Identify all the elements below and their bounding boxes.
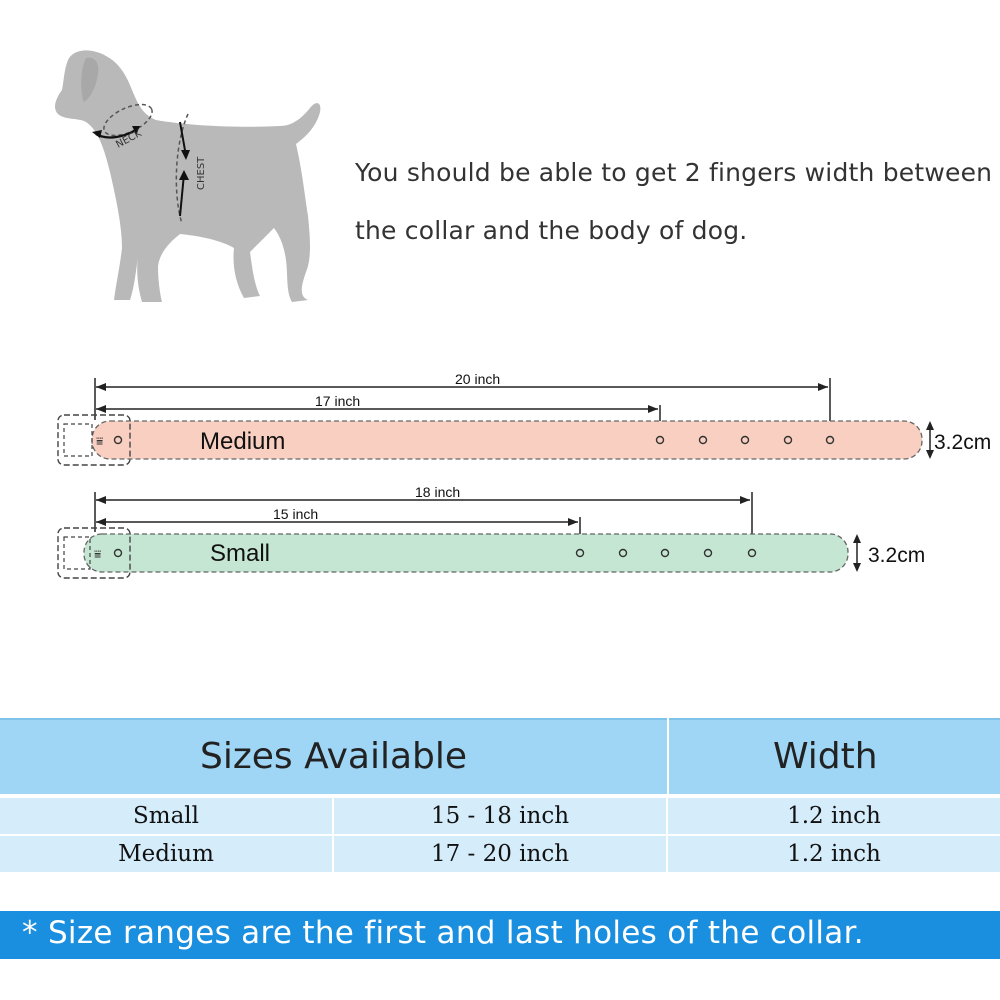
medium-width-arrowhead-top-icon: [926, 421, 934, 430]
collar-size-diagram: 20 inch 17 inch ⩸ Medium 3.2cm 18 inch: [57, 371, 991, 579]
medium-collar-hole: [783, 435, 793, 445]
small-width-label: 3.2cm: [868, 544, 925, 567]
neck-arrowhead-right-icon: [132, 126, 140, 134]
small-outer-arrowhead-right-icon: [740, 496, 750, 504]
table-row: Small 15 - 18 inch 1.2 inch: [0, 798, 1000, 834]
width-header: Width: [773, 736, 878, 777]
medium-inner-arrowhead-left-icon: [96, 405, 106, 413]
medium-collar: 20 inch 17 inch ⩸ Medium 3.2cm: [57, 371, 991, 466]
size-note-banner: * Size ranges are the first and last hol…: [0, 911, 1000, 959]
table-row: Medium 17 - 20 inch 1.2 inch: [0, 836, 1000, 872]
small-outer-length-label: 18 inch: [415, 484, 460, 500]
sizes-table: Sizes Available Width Small 15 - 18 inch…: [0, 718, 1000, 878]
small-inner-length-label: 15 inch: [273, 506, 318, 522]
small-width-arrowhead-top-icon: [853, 534, 861, 543]
dog-silhouette: [55, 50, 321, 302]
small-buckle: [57, 527, 131, 579]
medium-outer-length-label: 20 inch: [455, 371, 500, 387]
width-header-cell: Width: [669, 718, 1000, 794]
small-collar: 18 inch 15 inch ⩸ Small 3.2cm: [57, 484, 925, 579]
medium-buckle-inner: [63, 423, 93, 457]
size-note-text: * Size ranges are the first and last hol…: [22, 915, 864, 951]
small-buckle-inner: [63, 536, 91, 570]
small-inner-arrowhead-left-icon: [96, 518, 106, 526]
small-width-arrowhead-bottom-icon: [853, 563, 861, 572]
small-inner-arrowhead-right-icon: [568, 518, 578, 526]
sizes-header: Sizes Available: [200, 736, 468, 777]
range-cell: 15 - 18 inch: [334, 798, 666, 834]
small-collar-hole: [703, 548, 713, 558]
small-collar-hole: [618, 548, 628, 558]
neck-arrowhead-icon: [92, 130, 102, 138]
sizes-header-cell: Sizes Available: [0, 718, 667, 794]
chest-label: CHEST: [196, 156, 207, 190]
medium-collar-hole: [825, 435, 835, 445]
chest-arrowhead-bottom-icon: [179, 170, 189, 180]
medium-width-label: 3.2cm: [934, 431, 991, 454]
small-buckle-glyph-icon: ⩸: [94, 547, 101, 561]
medium-width-arrowhead-bottom-icon: [926, 450, 934, 459]
instruction-line-1: You should be able to get 2 fingers widt…: [355, 158, 993, 187]
small-collar-label: Small: [210, 540, 270, 567]
dog-ear: [81, 57, 99, 102]
small-collar-hole: [575, 548, 585, 558]
medium-inner-arrowhead-right-icon: [648, 405, 658, 413]
width-cell: 1.2 inch: [668, 798, 1000, 834]
medium-outer-arrowhead-left-icon: [96, 383, 106, 391]
small-collar-hole: [660, 548, 670, 558]
width-cell: 1.2 inch: [668, 836, 1000, 872]
medium-inner-length-label: 17 inch: [315, 393, 360, 409]
medium-collar-hole: [740, 435, 750, 445]
medium-collar-hole: [698, 435, 708, 445]
size-cell: Medium: [0, 836, 332, 872]
chest-arrowhead-top-icon: [181, 150, 190, 160]
medium-outer-arrowhead-right-icon: [818, 383, 828, 391]
medium-buckle: [57, 414, 131, 466]
dog-measurement-diagram: NECK CHEST: [55, 50, 321, 302]
small-outer-arrowhead-left-icon: [96, 496, 106, 504]
medium-buckle-hole: [113, 435, 123, 445]
range-cell: 17 - 20 inch: [334, 836, 666, 872]
chest-arrow-bottom-icon: [179, 173, 185, 217]
medium-collar-hole: [655, 435, 665, 445]
small-collar-hole: [747, 548, 757, 558]
instruction-line-2: the collar and the body of dog.: [355, 216, 748, 245]
size-cell: Small: [0, 798, 332, 834]
medium-collar-label: Medium: [200, 428, 285, 455]
small-collar-band: [83, 533, 849, 573]
small-buckle-hole: [113, 548, 123, 558]
medium-buckle-glyph-icon: ⩸: [96, 434, 103, 448]
